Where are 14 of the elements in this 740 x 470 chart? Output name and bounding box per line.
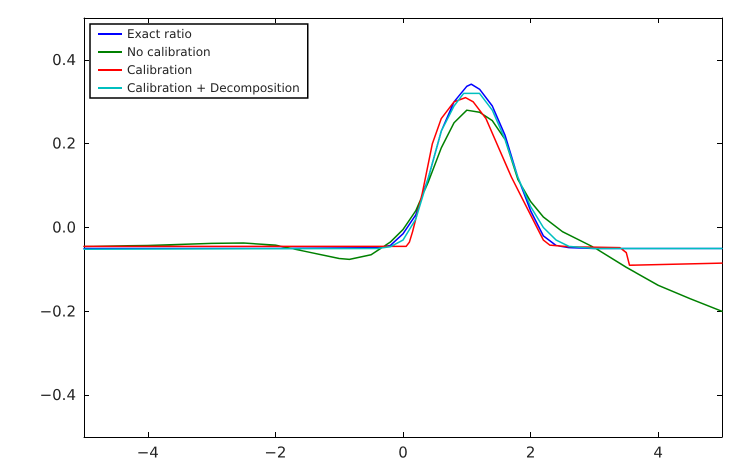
x-tick-label: −2: [264, 444, 286, 462]
x-tick-label: 0: [398, 444, 408, 462]
x-tick-label: 2: [526, 444, 536, 462]
y-tick-label: 0.2: [52, 134, 76, 153]
y-tick-label: −0.2: [40, 302, 76, 320]
legend-label: Calibration: [127, 63, 192, 77]
y-tick-label: 0.0: [52, 218, 76, 236]
legend-label: Exact ratio: [127, 27, 192, 41]
legend-label: No calibration: [127, 45, 211, 59]
y-tick-label: 0.4: [52, 50, 76, 69]
x-tick-label: 4: [653, 444, 663, 462]
legend-label: Calibration + Decomposition: [127, 81, 300, 95]
y-tick-label: −0.4: [40, 386, 76, 404]
x-tick-label: −4: [136, 444, 159, 462]
